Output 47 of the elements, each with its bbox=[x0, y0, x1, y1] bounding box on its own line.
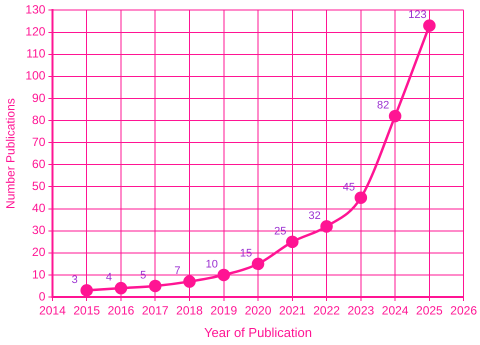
y-tick-label: 50 bbox=[32, 179, 46, 194]
data-label: 10 bbox=[206, 258, 218, 270]
point bbox=[218, 268, 230, 282]
y-tick-label: 40 bbox=[32, 201, 46, 216]
y-tick-label: 20 bbox=[32, 245, 46, 260]
point bbox=[252, 258, 264, 270]
data-label: 7 bbox=[174, 265, 181, 278]
point bbox=[423, 19, 436, 32]
y-tick-label: 80 bbox=[32, 112, 46, 127]
data-label: 32 bbox=[308, 210, 321, 222]
x-tick-label: 2014 bbox=[39, 304, 66, 318]
x-tick-label: 2015 bbox=[73, 304, 100, 318]
data-label: 82 bbox=[376, 100, 390, 112]
data-label: 123 bbox=[408, 9, 427, 22]
point bbox=[148, 280, 162, 292]
y-tick-label: 70 bbox=[32, 134, 46, 149]
point bbox=[80, 284, 93, 297]
y-tick-label: 110 bbox=[26, 46, 46, 61]
y-tick-label: 120 bbox=[25, 24, 46, 39]
x-tick-label: 2020 bbox=[244, 304, 272, 318]
x-axis-title: Year of Publication bbox=[204, 324, 312, 340]
x-tick-label: 2023 bbox=[347, 304, 375, 318]
y-tick-label: 130 bbox=[25, 2, 46, 17]
data-label: 3 bbox=[72, 274, 78, 286]
x-tick-label: 2025 bbox=[416, 304, 444, 318]
y-tick-label: 10 bbox=[32, 267, 46, 282]
x-tick-label: 2021 bbox=[278, 304, 306, 318]
y-tick-label: 90 bbox=[32, 90, 46, 105]
point bbox=[320, 220, 333, 233]
point bbox=[388, 110, 402, 122]
x-tick-label: 2017 bbox=[142, 304, 169, 318]
x-tick-label: 2019 bbox=[210, 304, 238, 318]
point bbox=[114, 282, 128, 294]
y-tick-label: 60 bbox=[32, 156, 46, 171]
point bbox=[286, 236, 299, 248]
data-label: 4 bbox=[106, 272, 112, 284]
y-tick-label: 30 bbox=[32, 223, 46, 238]
x-tick-label: 2018 bbox=[176, 304, 204, 318]
point bbox=[354, 191, 368, 204]
x-tick-label: 2024 bbox=[382, 304, 409, 318]
x-tick-label: 2026 bbox=[450, 304, 478, 318]
y-tick-label: 100 bbox=[25, 68, 46, 83]
y-tick-label: 0 bbox=[38, 289, 46, 304]
point bbox=[183, 275, 196, 288]
x-tick-label: 2016 bbox=[108, 304, 135, 318]
y-axis-title: Number Publications bbox=[4, 98, 18, 209]
x-tick-label: 2022 bbox=[313, 304, 340, 318]
